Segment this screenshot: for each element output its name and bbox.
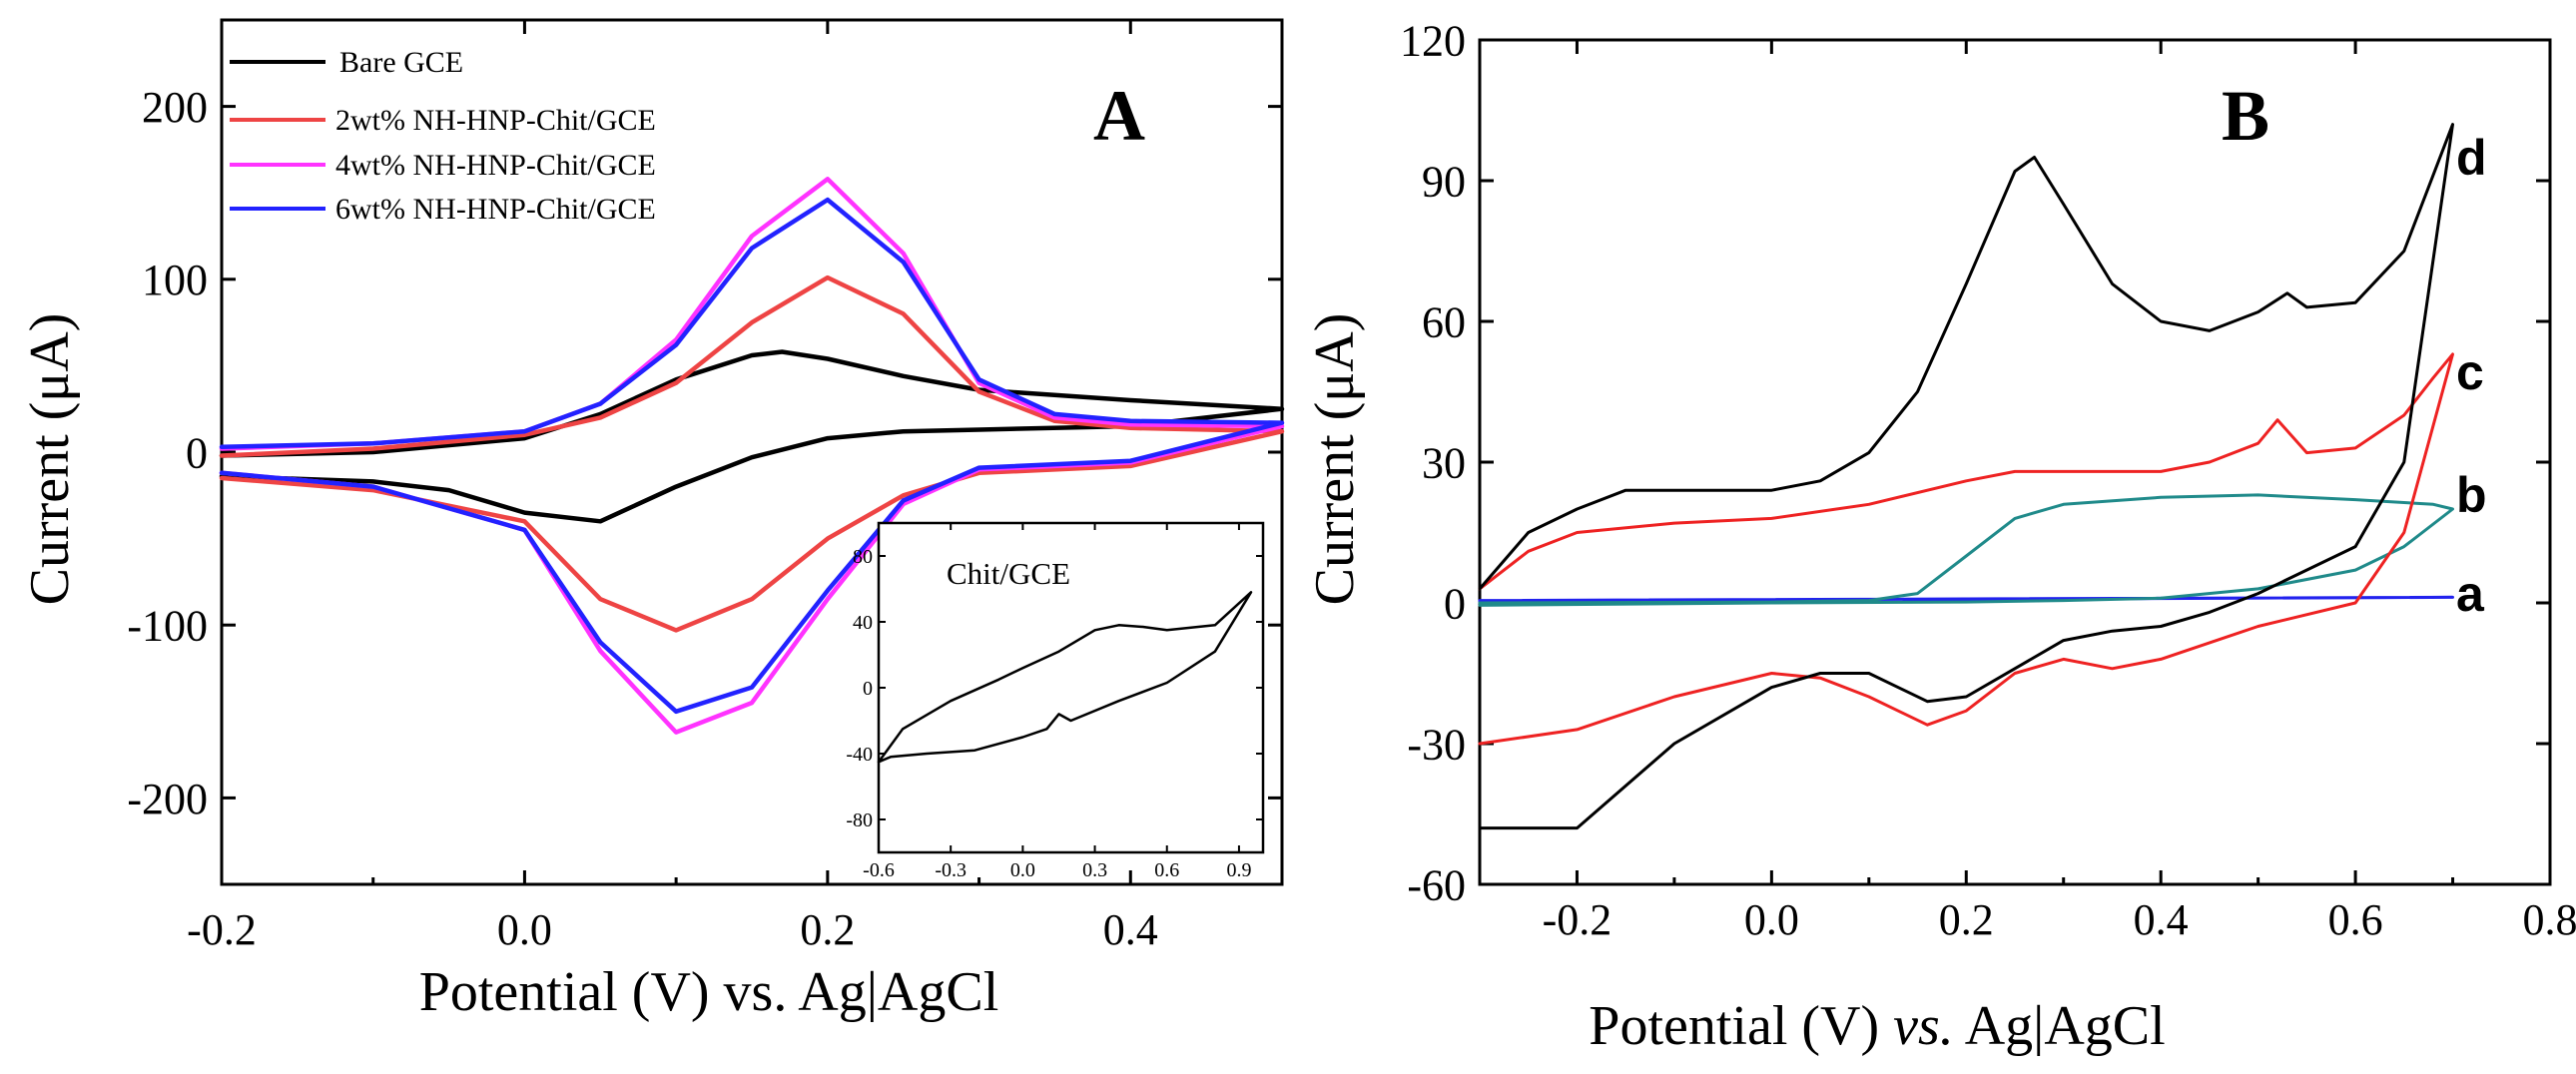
y-tick-label: 0 xyxy=(186,428,208,477)
x-tick-label: -0.6 xyxy=(863,859,895,881)
curve-label-d: d xyxy=(2456,130,2487,186)
y-tick-label: 80 xyxy=(853,546,873,568)
panel-b: -0.2 0.0 0.2 0.4 0.6 0.8 -60 -30 0 30 60 90 120 B a… xyxy=(1304,16,2576,1057)
inset-y-tick-labels: -80 -40 0 40 80 xyxy=(846,546,873,831)
panel-a-series xyxy=(219,177,1285,735)
inset-plot-frame xyxy=(877,521,1265,854)
panel-a-x-axis-label: Potential (V) vs. Ag|AgCl xyxy=(419,961,999,1023)
y-tick-label: 60 xyxy=(1422,297,1466,346)
panel-a-legend: Bare GCE 2wt% NH-HNP-Chit/GCE 4wt% NH-HN… xyxy=(230,46,656,226)
x-tick-label: 0.3 xyxy=(1082,859,1107,881)
x-tick-label: 0.2 xyxy=(800,905,855,954)
series-line-c xyxy=(1478,352,2454,746)
legend-label-6wt: 6wt% NH-HNP-Chit/GCE xyxy=(335,193,656,226)
x-tick-label: 0.6 xyxy=(2328,895,2383,944)
legend-label-4wt: 4wt% NH-HNP-Chit/GCE xyxy=(335,149,656,182)
panel-a-axis-ticks xyxy=(220,20,1282,884)
series-line-chit-gce xyxy=(877,591,1253,764)
inset-x-tick-labels: -0.6 -0.3 0.0 0.3 0.6 0.9 xyxy=(863,859,1251,881)
series-line-6wt-nh-hnp-chit-gce xyxy=(219,197,1285,715)
panel-b-y-axis-label: Current (μA) xyxy=(1304,313,1366,606)
panel-a-y-tick-labels: -200 -100 0 100 200 xyxy=(127,83,208,823)
y-tick-label: -80 xyxy=(846,809,873,831)
y-tick-label: 120 xyxy=(1400,16,1466,65)
series-line-bare-gce xyxy=(219,349,1285,524)
panel-b-x-axis-label-main: Potential (V) xyxy=(1589,995,1893,1057)
y-tick-label: 200 xyxy=(142,83,208,132)
y-tick-label: -60 xyxy=(1407,860,1466,909)
panel-a: -0.2 0.0 0.2 0.4 -200 -100 0 100 200 Bare GCE 2… xyxy=(19,18,1285,1023)
inset-axis-ticks xyxy=(878,523,1263,852)
y-tick-label: 90 xyxy=(1422,157,1466,206)
panel-b-plot-frame xyxy=(1478,38,2552,886)
x-tick-label: 0.0 xyxy=(1744,895,1799,944)
panel-a-y-axis-label: Current (μA) xyxy=(19,313,81,606)
panel-b-y-tick-labels: -60 -30 0 30 60 90 120 xyxy=(1400,16,1466,909)
x-tick-label: 0.2 xyxy=(1939,895,1994,944)
panel-a-label: A xyxy=(1093,76,1145,156)
panel-b-x-tick-labels: -0.2 0.0 0.2 0.4 0.6 0.8 xyxy=(1543,895,2576,944)
y-tick-label: -100 xyxy=(127,602,208,651)
y-tick-label: 0 xyxy=(863,678,873,700)
y-tick-label: -30 xyxy=(1407,720,1466,769)
panel-b-x-axis-label: Potential (V) vs. Ag|AgCl xyxy=(1589,995,2165,1057)
curve-label-a: a xyxy=(2456,566,2485,622)
panel-a-x-tick-labels: -0.2 0.0 0.2 0.4 xyxy=(187,905,1158,954)
y-tick-label: -40 xyxy=(846,744,873,766)
series-line-d xyxy=(1478,123,2454,830)
y-tick-label: 40 xyxy=(853,612,873,634)
curve-label-b: b xyxy=(2456,467,2487,523)
legend-label-bare-gce: Bare GCE xyxy=(339,46,463,79)
panel-b-label: B xyxy=(2222,76,2269,156)
x-tick-label: 0.4 xyxy=(1103,905,1158,954)
series-line-b xyxy=(1478,493,2454,607)
x-tick-label: -0.3 xyxy=(935,859,966,881)
panel-b-series xyxy=(1478,123,2454,830)
x-tick-label: 0.8 xyxy=(2523,895,2576,944)
x-tick-label: 0.0 xyxy=(1010,859,1035,881)
x-tick-label: 0.0 xyxy=(497,905,552,954)
series-line-2wt-nh-hnp-chit-gce xyxy=(219,274,1285,633)
x-tick-label: 0.6 xyxy=(1154,859,1179,881)
y-tick-label: 30 xyxy=(1422,438,1466,487)
panel-b-axis-ticks xyxy=(1480,38,2552,886)
x-tick-label: 0.4 xyxy=(2134,895,2189,944)
panel-b-x-axis-label-tail: Ag|AgCl xyxy=(1954,995,2166,1057)
panel-a-inset: -0.6 -0.3 0.0 0.3 0.6 0.9 -80 -40 0 40 80 Chit/GC… xyxy=(846,521,1265,881)
x-tick-label: 0.9 xyxy=(1226,859,1251,881)
y-tick-label: -200 xyxy=(127,775,208,823)
curve-label-c: c xyxy=(2456,344,2484,400)
inset-title: Chit/GCE xyxy=(947,556,1070,591)
y-tick-label: 0 xyxy=(1444,579,1466,628)
y-tick-label: 100 xyxy=(142,256,208,304)
x-tick-label: -0.2 xyxy=(187,905,257,954)
legend-label-2wt: 2wt% NH-HNP-Chit/GCE xyxy=(335,104,656,137)
panel-b-x-axis-label-italic: vs. xyxy=(1893,995,1954,1057)
x-tick-label: -0.2 xyxy=(1543,895,1612,944)
inset-series xyxy=(877,591,1253,764)
